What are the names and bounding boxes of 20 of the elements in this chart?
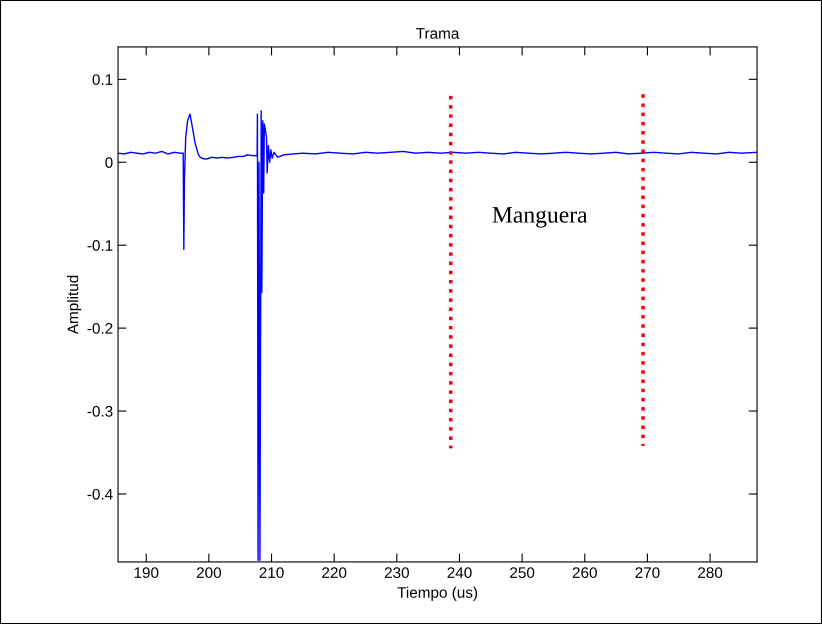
y-tick-label: -0.3 bbox=[88, 406, 113, 417]
x-tick-label: 280 bbox=[698, 567, 722, 578]
x-tick-label: 190 bbox=[134, 567, 158, 578]
y-tick-label: -0.1 bbox=[88, 240, 112, 251]
x-tick-label: 200 bbox=[196, 567, 222, 578]
x-tick-label: 240 bbox=[448, 567, 472, 578]
x-tick-label: 210 bbox=[260, 567, 284, 578]
chart-title: Trama bbox=[416, 28, 460, 39]
x-axis-title: Tiempo (us) bbox=[397, 586, 478, 601]
y-tick-label: 0 bbox=[105, 157, 113, 168]
y-axis-title: Amplitud bbox=[67, 276, 82, 334]
x-tick-label: 230 bbox=[384, 567, 409, 578]
x-tick-label: 260 bbox=[572, 567, 597, 578]
y-tick-label: -0.2 bbox=[88, 322, 112, 334]
x-tick-label: 270 bbox=[635, 567, 660, 578]
y-tick-label: -0.4 bbox=[88, 488, 113, 500]
y-tick-label: 0.1 bbox=[92, 74, 112, 86]
x-tick-label: 220 bbox=[322, 567, 346, 578]
x-tick-label: 250 bbox=[510, 567, 534, 578]
annotation: Manguera bbox=[492, 207, 588, 228]
